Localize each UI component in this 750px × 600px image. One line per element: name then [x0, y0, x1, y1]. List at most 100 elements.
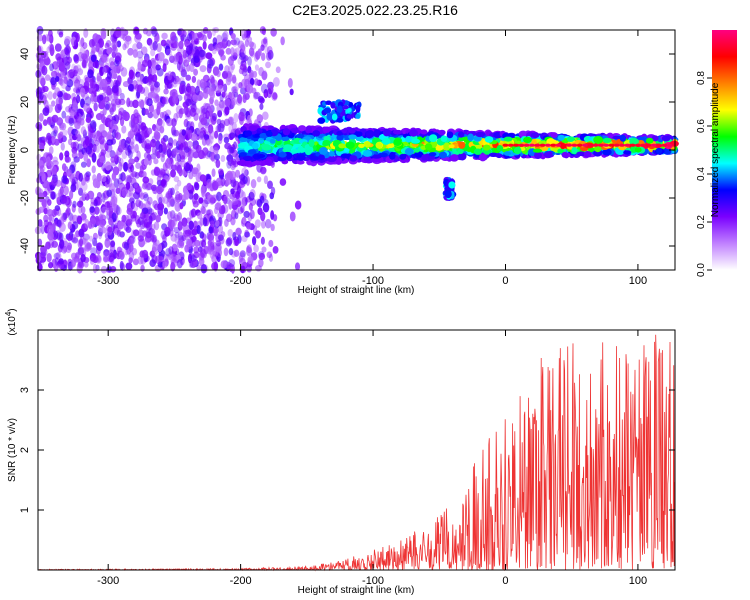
spectrogram-cell: [158, 196, 163, 205]
spectrogram-cell: [92, 178, 99, 188]
spectrogram-cell: [265, 130, 273, 137]
spectrogram-cell: [240, 264, 245, 274]
spectrogram-cell: [46, 253, 52, 263]
spectrogram-cell: [154, 32, 160, 41]
spectrogram-cell: [134, 84, 140, 92]
spectrogram-cell: [76, 200, 84, 208]
spectrogram-cell: [233, 91, 239, 98]
spectrogram-cell: [174, 184, 179, 192]
spectrogram-cell: [166, 148, 172, 158]
spectrogram-cell: [221, 91, 228, 99]
spectrogram-cell: [121, 150, 128, 160]
spectrogram-cell: [217, 135, 223, 145]
spectrogram-cell: [43, 119, 48, 126]
snr-multiplier-close: ): [7, 308, 18, 311]
spectrogram-cell: [42, 85, 49, 93]
spectrogram-cell: [96, 254, 101, 263]
spectrogram-cell: [170, 164, 178, 171]
x-tick-label: -100: [362, 275, 384, 287]
spectrogram-cell: [147, 112, 154, 119]
spectrogram-cell: [118, 139, 126, 150]
spectrogram-cell: [49, 47, 55, 55]
spectrogram-cell: [148, 103, 155, 114]
spectrogram-cell: [108, 218, 114, 226]
spectrogram-cell: [206, 58, 214, 69]
spectrogram-cell: [140, 122, 147, 131]
snr-multiplier-exp: 4: [4, 311, 13, 316]
spectrogram-cell: [176, 259, 183, 269]
spectrogram-cell: [53, 129, 58, 137]
spectrogram-cell: [65, 244, 72, 254]
spectrogram-cell: [323, 135, 331, 142]
spectrogram-cell: [482, 144, 491, 151]
spectrogram-cell: [46, 169, 53, 178]
spectrogram-cell: [217, 84, 224, 93]
y-tick-label: 1: [19, 507, 31, 513]
spectrogram-cell: [69, 189, 74, 200]
spectrogram-cell: [209, 91, 215, 100]
spectrogram-cell: [348, 134, 357, 140]
spectrogram-cell: [175, 77, 182, 85]
spectrogram-cell: [155, 214, 161, 223]
spectrogram-cell: [242, 155, 253, 161]
spectrogram-cell: [98, 98, 106, 107]
spectrogram-cell: [98, 135, 105, 145]
spectrogram-cell: [137, 100, 145, 108]
spectrogram-cell: [111, 195, 118, 206]
spectrogram-cell: [200, 105, 206, 116]
spectrogram-cell: [118, 173, 123, 180]
spectrogram-cell: [260, 44, 265, 51]
spectrogram-cell: [223, 195, 228, 205]
spectrogram-cell: [83, 28, 89, 38]
spectrogram-cell: [136, 50, 144, 59]
spectrogram-cell: [259, 103, 264, 110]
spectrogram-cell: [42, 157, 50, 167]
spectrogram-y-ticks: -40 -20 0 20 40: [19, 48, 675, 254]
spectrogram-cell: [241, 33, 247, 41]
spectrogram-cell: [448, 181, 456, 189]
spectrogram-cell: [129, 141, 135, 150]
spectrogram-cell: [234, 206, 240, 216]
spectrogram-cell: [223, 118, 231, 127]
spectrogram-cell: [156, 67, 164, 77]
spectrogram-cell: [217, 234, 224, 242]
spectrogram-cell: [114, 52, 122, 61]
spectrogram-cell: [202, 41, 207, 50]
spectrogram-cell: [47, 91, 53, 100]
spectrogram-x-ticks: -300 -200 -100 0 100: [97, 30, 647, 287]
spectrogram-cell: [133, 181, 139, 189]
spectrogram-cell: [37, 238, 43, 247]
spectrogram-cell: [160, 39, 167, 47]
spectrogram-cell: [67, 234, 72, 242]
spectrogram-cell: [143, 193, 149, 202]
spectrogram-cell: [99, 155, 106, 163]
y-tick-label: 0: [19, 147, 31, 153]
spectrogram-cell: [215, 125, 221, 133]
spectrogram-cell: [162, 63, 167, 73]
spectrogram-cell: [624, 143, 631, 147]
spectrogram-cell: [594, 145, 602, 153]
spectrogram-cell: [566, 143, 573, 147]
spectrogram-cell: [52, 156, 59, 163]
spectrogram-cell: [96, 172, 102, 182]
spectrogram-cell: [79, 238, 84, 247]
spectrogram-cell: [173, 227, 180, 234]
spectrogram-cell: [154, 81, 160, 88]
spectrogram-cell: [91, 165, 96, 174]
spectrogram-cell: [227, 117, 234, 125]
spectrogram-cell: [576, 151, 586, 157]
spectrogram-cell: [138, 227, 143, 238]
spectrogram-cell: [83, 102, 91, 112]
spectrogram-cell: [256, 176, 262, 183]
spectrogram-cell: [240, 28, 248, 39]
spectrogram-cell: [232, 88, 239, 98]
spectrogram-cell: [523, 136, 532, 144]
spectrogram-cell: [125, 148, 132, 156]
spectrogram-cell: [72, 214, 78, 224]
spectrogram-cell: [111, 40, 118, 50]
spectrogram-cell: [289, 211, 296, 222]
spectrogram-cell: [192, 151, 199, 159]
spectrogram-cell: [115, 204, 121, 215]
spectrogram-cell: [194, 107, 200, 116]
spectrogram-cell: [69, 213, 75, 223]
